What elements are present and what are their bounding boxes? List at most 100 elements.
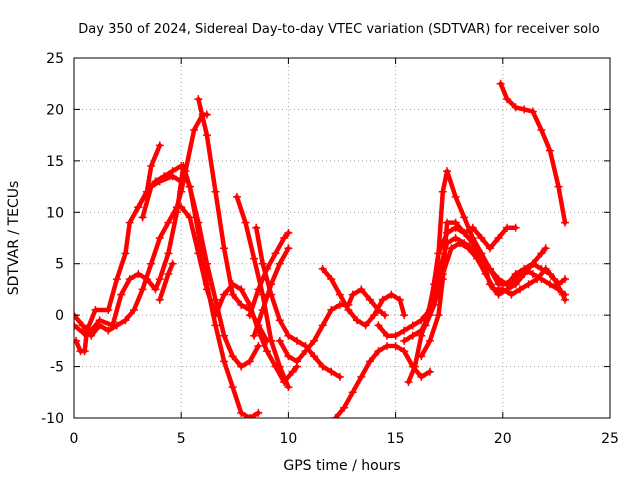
data-point-marker — [142, 275, 151, 284]
data-point-marker — [417, 352, 426, 361]
data-point-marker — [327, 306, 336, 314]
data-point-marker — [494, 280, 503, 289]
y-tick-label: 0 — [55, 308, 64, 324]
data-point-marker — [155, 234, 164, 242]
data-point-marker — [164, 218, 173, 227]
data-point-marker — [496, 79, 505, 88]
data-point-marker — [485, 264, 494, 273]
data-point-marker — [541, 264, 550, 273]
data-point-marker — [361, 321, 370, 330]
data-point-marker — [220, 244, 229, 253]
data-point-marker — [254, 321, 263, 330]
data-point-marker — [202, 259, 211, 268]
data-point-marker — [160, 172, 169, 181]
data-point-marker — [194, 95, 203, 104]
series-sat-t — [423, 240, 568, 328]
data-point-marker — [74, 336, 81, 345]
data-point-marker — [451, 218, 460, 227]
data-point-marker — [545, 270, 554, 278]
data-point-marker — [172, 208, 181, 217]
data-point-marker — [511, 103, 520, 112]
data-point-marker — [121, 316, 130, 325]
data-point-marker — [434, 311, 443, 320]
data-point-marker — [481, 270, 490, 278]
data-point-marker — [370, 311, 379, 320]
data-point-marker — [451, 192, 460, 201]
data-point-marker — [220, 357, 229, 366]
series-sat-c — [74, 163, 261, 418]
data-point-marker — [438, 270, 447, 278]
data-point-marker — [327, 367, 336, 376]
data-point-marker — [443, 228, 452, 237]
data-point-marker — [365, 357, 374, 366]
data-point-marker — [181, 167, 190, 176]
data-point-marker — [155, 275, 164, 284]
data-point-marker — [194, 249, 203, 258]
data-point-marker — [121, 249, 130, 258]
data-point-marker — [327, 275, 336, 284]
series-sat-m — [277, 287, 388, 364]
data-point-marker — [464, 244, 473, 253]
data-point-marker — [408, 331, 417, 340]
data-point-marker — [374, 347, 383, 356]
x-tick-label: 0 — [70, 431, 79, 447]
data-point-marker — [284, 383, 293, 392]
data-point-marker — [533, 275, 542, 284]
data-point-marker — [138, 285, 147, 294]
data-point-marker — [211, 187, 220, 196]
data-point-marker — [280, 234, 289, 242]
data-point-marker — [524, 280, 533, 289]
grid-lines — [74, 58, 610, 418]
data-point-marker — [520, 264, 529, 273]
data-point-marker — [310, 352, 319, 361]
data-point-marker — [511, 280, 520, 289]
x-tick-label: 20 — [494, 431, 512, 447]
data-point-marker — [335, 300, 344, 309]
data-point-marker — [520, 105, 529, 114]
data-point-marker — [155, 295, 164, 304]
data-point-marker — [357, 285, 366, 294]
data-point-marker — [147, 259, 156, 268]
data-point-marker — [400, 336, 409, 345]
data-point-marker — [511, 223, 520, 232]
data-point-marker — [237, 362, 246, 371]
data-point-marker — [155, 177, 164, 186]
data-point-marker — [383, 342, 392, 350]
chart-title: Day 350 of 2024, Sidereal Day-to-day VTE… — [78, 22, 599, 37]
data-point-marker — [258, 290, 267, 299]
data-point-marker — [138, 213, 147, 222]
data-point-marker — [80, 347, 89, 356]
data-point-marker — [485, 280, 494, 289]
data-point-marker — [254, 342, 263, 350]
data-point-marker — [537, 249, 546, 258]
data-point-marker — [194, 228, 203, 237]
data-point-marker — [177, 162, 186, 170]
data-point-marker — [237, 408, 246, 417]
data-point-marker — [271, 249, 280, 258]
y-tick-label: 15 — [46, 154, 64, 170]
x-tick-label: 10 — [279, 431, 297, 447]
data-point-marker — [164, 270, 173, 278]
data-point-marker — [168, 172, 177, 181]
data-point-marker — [335, 290, 344, 299]
data-point-marker — [130, 306, 139, 314]
data-point-marker — [443, 218, 452, 227]
data-point-marker — [252, 223, 261, 232]
data-point-marker — [425, 336, 434, 345]
data-point-marker — [378, 295, 387, 304]
data-point-marker — [292, 336, 301, 345]
data-point-marker — [494, 290, 503, 299]
data-point-marker — [228, 383, 237, 392]
data-point-marker — [104, 326, 113, 335]
data-point-marker — [301, 347, 310, 356]
data-point-marker — [275, 316, 284, 325]
data-point-marker — [421, 321, 430, 330]
x-tick-labels: 0 5 10 15 20 25 — [70, 431, 619, 447]
data-point-marker — [511, 270, 520, 278]
data-point-marker — [507, 290, 516, 299]
axis-ticks — [73, 57, 611, 419]
x-axis-label: GPS time / hours — [283, 458, 400, 474]
data-marker-layer — [74, 79, 569, 418]
data-point-marker — [112, 275, 121, 284]
data-point-marker — [528, 107, 537, 116]
